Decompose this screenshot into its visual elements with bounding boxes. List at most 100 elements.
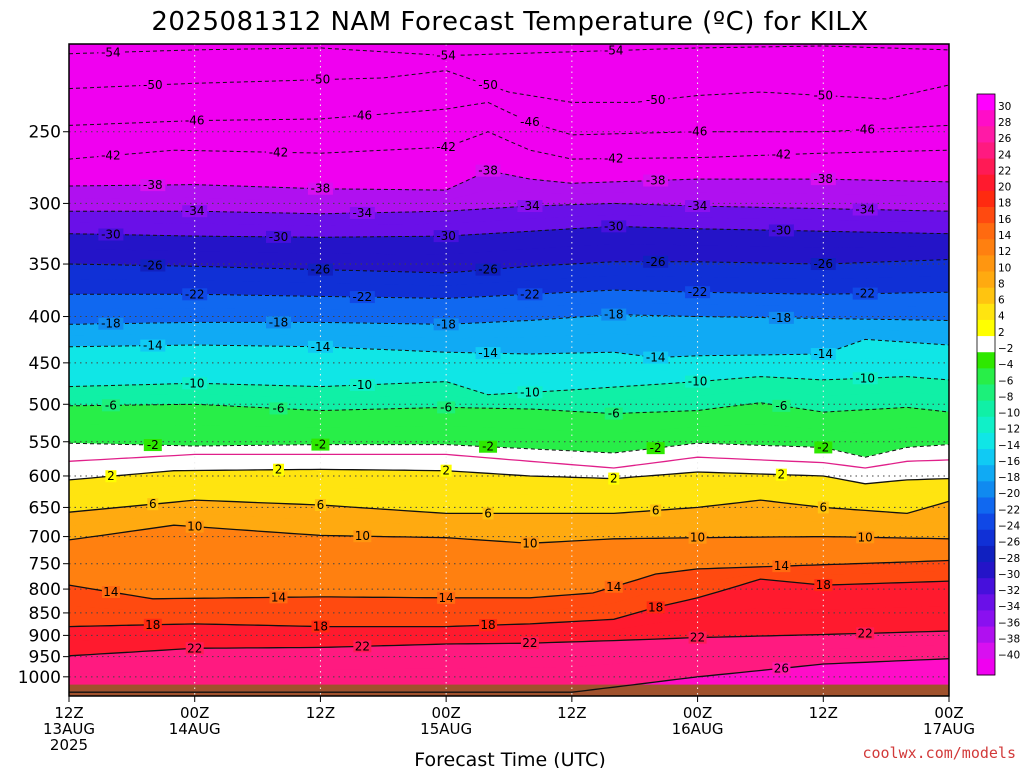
colorbar-swatch (977, 432, 995, 450)
contour-label: -30 (604, 219, 624, 233)
contour-label-bg (810, 89, 836, 102)
x-tick-label: 12Z 13AUG 2025 (43, 704, 95, 754)
colorbar-label: −20 (998, 488, 1020, 500)
contour-label-bg (349, 378, 375, 391)
contour-label-bg (433, 141, 459, 154)
contour-label-bg (852, 203, 878, 216)
y-tick-label: 500 (29, 395, 61, 415)
contour-label: 6 (484, 506, 492, 520)
contour-label: -22 (353, 290, 373, 304)
contour-label-bg (646, 601, 665, 614)
y-tick-label: 800 (29, 580, 61, 600)
x-tick-label: 12Z (809, 704, 838, 722)
contour-label: 26 (774, 661, 789, 675)
contour-label-bg (817, 501, 829, 514)
contour-label: 6 (652, 503, 660, 517)
y-tick-label: 750 (29, 555, 61, 575)
contour-label-bg (475, 164, 501, 177)
contour-label-bg (688, 531, 707, 544)
contour-label-bg (98, 46, 124, 59)
y-tick-label: 550 (29, 433, 61, 453)
y-tick-label: 250 (29, 123, 61, 143)
contour-label: -42 (604, 152, 624, 166)
colorbar-swatch (977, 255, 995, 273)
contour-label: -26 (646, 255, 666, 269)
colorbar-swatch (977, 352, 995, 369)
contour-label-bg (814, 579, 833, 592)
x-tick-label-line: 16AUG (672, 720, 724, 738)
colorbar-label: −36 (998, 617, 1020, 629)
contour-label-bg (311, 620, 330, 633)
contour-label-bg (353, 640, 372, 653)
colorbar-label: 20 (998, 182, 1011, 194)
contour-label-bg (520, 637, 539, 650)
contour-label: -50 (311, 73, 331, 87)
contour-label-bg (482, 507, 494, 520)
colorbar-swatch (977, 642, 995, 660)
contour-label: -38 (646, 173, 666, 187)
contour-line (69, 70, 949, 103)
contour-label-bg (643, 174, 669, 187)
contour-label: -6 (775, 399, 787, 413)
contour-label: -42 (101, 149, 121, 163)
contour-label: 14 (271, 590, 286, 604)
contour-label-bg (437, 401, 456, 414)
colorbar-label: 6 (998, 295, 1005, 307)
y-tick-label: 400 (29, 308, 61, 328)
contour-label: -30 (101, 227, 121, 241)
x-tick-label-line: 17AUG (923, 720, 975, 738)
colorbar-label: 4 (998, 311, 1005, 323)
x-tick-label-line: 12Z (306, 704, 335, 722)
contour-label: -14 (478, 346, 498, 360)
contour-label-bg (685, 125, 711, 138)
colorbar-swatch (977, 158, 995, 176)
colorbar-label: 30 (998, 101, 1011, 113)
contour-label-bg (101, 586, 120, 599)
contour-label-bg (643, 351, 669, 364)
contour-label: -14 (143, 339, 163, 353)
contour-label: -10 (185, 376, 205, 390)
contour-label: 10 (522, 536, 537, 550)
x-tick-label-line: 00Z (431, 704, 460, 722)
contour-label-bg (433, 318, 459, 331)
colorbar-label: 14 (998, 230, 1012, 242)
x-tick-label-line: 15AUG (420, 720, 472, 738)
contour-label-bg (479, 619, 498, 632)
contour-label-bg (105, 470, 117, 483)
contour-label: -14 (311, 340, 331, 354)
colorbar-swatch (977, 319, 995, 337)
x-tick-label-line: 00Z (934, 704, 963, 722)
colorbar-swatch (977, 400, 995, 418)
contour-label: -42 (772, 148, 792, 162)
colorbar-swatch (977, 271, 995, 289)
contour-label-bg (98, 228, 124, 241)
colorbar-label: 24 (998, 149, 1012, 161)
contour-label-bg (475, 79, 501, 92)
contour-label-bg (273, 463, 285, 476)
contour-label: -46 (520, 115, 540, 129)
contour-label: 2 (107, 469, 115, 483)
contour-label-bg (98, 317, 124, 330)
contour-label-bg (98, 149, 124, 162)
contour-line (69, 453, 949, 469)
x-tick-label-line: 12Z (809, 704, 838, 722)
colorbar-swatch (977, 206, 995, 224)
contour-label: -10 (353, 378, 373, 392)
colorbar-swatch (977, 594, 995, 611)
contour-label: -22 (520, 287, 540, 301)
contour-label: -38 (143, 178, 163, 192)
contour-line (69, 559, 949, 600)
contour-label: -30 (772, 223, 792, 237)
x-tick-label-line: 12Z (557, 704, 586, 722)
contour-label-bg (266, 146, 292, 159)
contour-label: -14 (646, 351, 666, 365)
contour-label-bg (437, 591, 456, 604)
colorbar-label: −16 (998, 456, 1020, 468)
contour-label: -34 (520, 199, 540, 213)
ground-fill (69, 684, 949, 696)
y-tick-label: 1000 (18, 668, 61, 688)
colorbar-swatch (977, 336, 995, 353)
y-tick-label: 700 (29, 528, 61, 548)
contour-label-bg (517, 386, 543, 399)
contour-label: -46 (855, 123, 875, 137)
